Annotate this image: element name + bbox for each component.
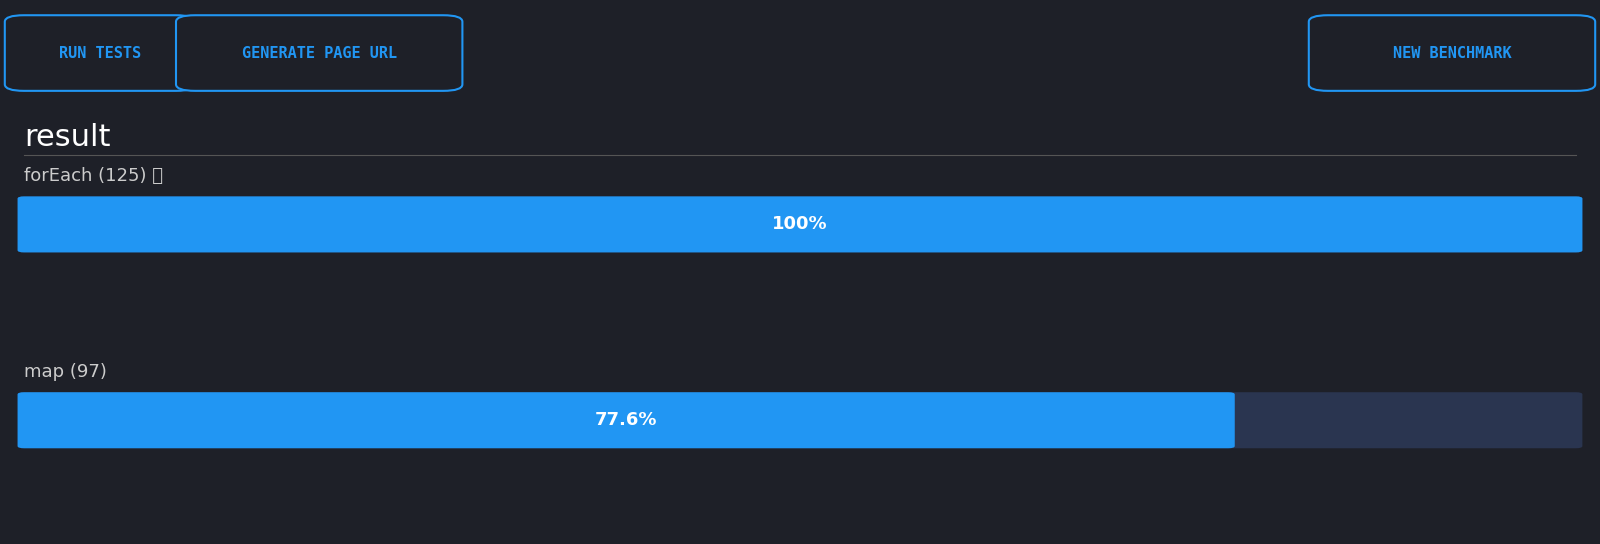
Text: result: result: [24, 123, 110, 152]
FancyBboxPatch shape: [1309, 15, 1595, 91]
FancyBboxPatch shape: [18, 196, 1582, 252]
Text: 100%: 100%: [773, 215, 827, 233]
FancyBboxPatch shape: [176, 15, 462, 91]
FancyBboxPatch shape: [18, 392, 1235, 448]
FancyBboxPatch shape: [18, 196, 1582, 252]
FancyBboxPatch shape: [5, 15, 195, 91]
Text: 77.6%: 77.6%: [595, 411, 658, 429]
Text: RUN TESTS: RUN TESTS: [59, 46, 141, 60]
Text: map (97): map (97): [24, 363, 107, 381]
Text: NEW BENCHMARK: NEW BENCHMARK: [1392, 46, 1512, 60]
Text: GENERATE PAGE URL: GENERATE PAGE URL: [242, 46, 397, 60]
Text: forEach (125) 🏆: forEach (125) 🏆: [24, 167, 163, 185]
FancyBboxPatch shape: [18, 392, 1582, 448]
